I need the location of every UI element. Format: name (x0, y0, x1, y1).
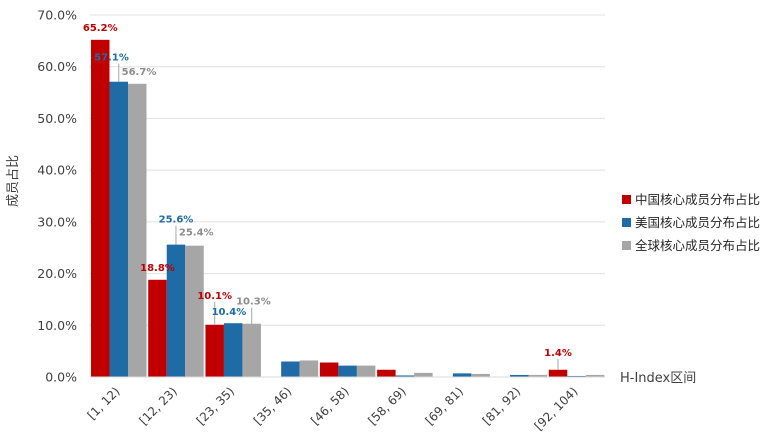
data-label: 56.7% (122, 67, 157, 78)
x-tick-label: [46, 58) (308, 384, 352, 428)
bars (91, 39, 605, 378)
bar-3 (185, 245, 204, 377)
y-tick-label: 60.0% (37, 59, 77, 74)
bar-2 (510, 374, 529, 377)
x-axis-title: H-Index区间 (620, 371, 696, 386)
leader-lines (118, 63, 559, 370)
bar-2 (452, 373, 472, 377)
data-label: 18.8% (140, 263, 175, 274)
bar-2 (109, 81, 128, 377)
bar-2 (223, 323, 243, 377)
data-label: 10.4% (212, 307, 247, 318)
x-tick-label: [69, 81) (423, 384, 467, 428)
y-tick-label: 20.0% (37, 266, 77, 281)
y-axis-title: 成员占比 (6, 155, 21, 207)
data-label: 10.1% (197, 291, 232, 302)
x-tick-label: [35, 46) (251, 384, 295, 428)
bar-3 (471, 373, 490, 377)
x-tick-label: [81, 92) (480, 384, 524, 428)
data-label: 25.4% (179, 228, 214, 239)
x-tick-label: [23, 35) (194, 384, 238, 428)
legend-swatch (622, 241, 631, 250)
data-label: 25.6% (159, 215, 194, 226)
x-axis-ticks: [1, 12) [12, 23) [23, 35) [35, 46) [46, 58) [… (85, 384, 581, 433)
data-label: 10.3% (236, 297, 271, 308)
bar-2 (281, 361, 300, 377)
legend-label: 全球核心成员分布占比 (635, 238, 760, 253)
y-tick-label: 0.0% (45, 370, 77, 385)
y-tick-label: 40.0% (37, 163, 77, 178)
bar-3 (299, 360, 319, 377)
bar-2 (166, 244, 186, 377)
x-tick-label: [58, 69) (365, 384, 409, 428)
bar-2 (338, 365, 357, 377)
legend-label: 美国核心成员分布占比 (635, 215, 760, 230)
y-tick-label: 50.0% (37, 111, 77, 126)
bar-1 (91, 39, 110, 378)
bar-1 (148, 279, 167, 377)
bar-3 (528, 374, 548, 377)
y-tick-label: 10.0% (37, 318, 77, 333)
legend-swatch (622, 195, 631, 204)
data-label: 65.2% (83, 23, 118, 34)
bar-1 (377, 369, 396, 377)
data-labels: 65.2% 57.1% 56.7% 18.8% 25.6% 25.4% 10.1% 10.4%… (83, 23, 572, 359)
bar-1 (205, 324, 224, 377)
y-tick-label: 30.0% (37, 214, 77, 229)
data-label: 57.1% (94, 53, 129, 64)
legend-label: 中国核心成员分布占比 (635, 192, 760, 207)
legend-swatch (622, 218, 631, 227)
bar-2 (567, 375, 586, 377)
y-tick-label: 70.0% (37, 8, 77, 23)
x-tick-label: [12, 23) (136, 384, 180, 428)
x-tick-label: [1, 12) (85, 384, 123, 422)
bar-3 (356, 365, 376, 377)
bar-1 (319, 362, 339, 377)
x-tick-label: [92, 104) (532, 384, 581, 433)
data-label: 1.4% (544, 348, 572, 359)
bar-3 (414, 372, 433, 377)
bar-3 (128, 83, 147, 377)
bar-1 (548, 369, 568, 377)
bar-3 (242, 323, 261, 377)
bar-2 (395, 375, 415, 377)
y-axis-ticks: 0.0% 10.0% 20.0% 30.0% 40.0% 50.0% 60.0% 70.0% (37, 8, 77, 385)
bar-3 (585, 374, 605, 377)
